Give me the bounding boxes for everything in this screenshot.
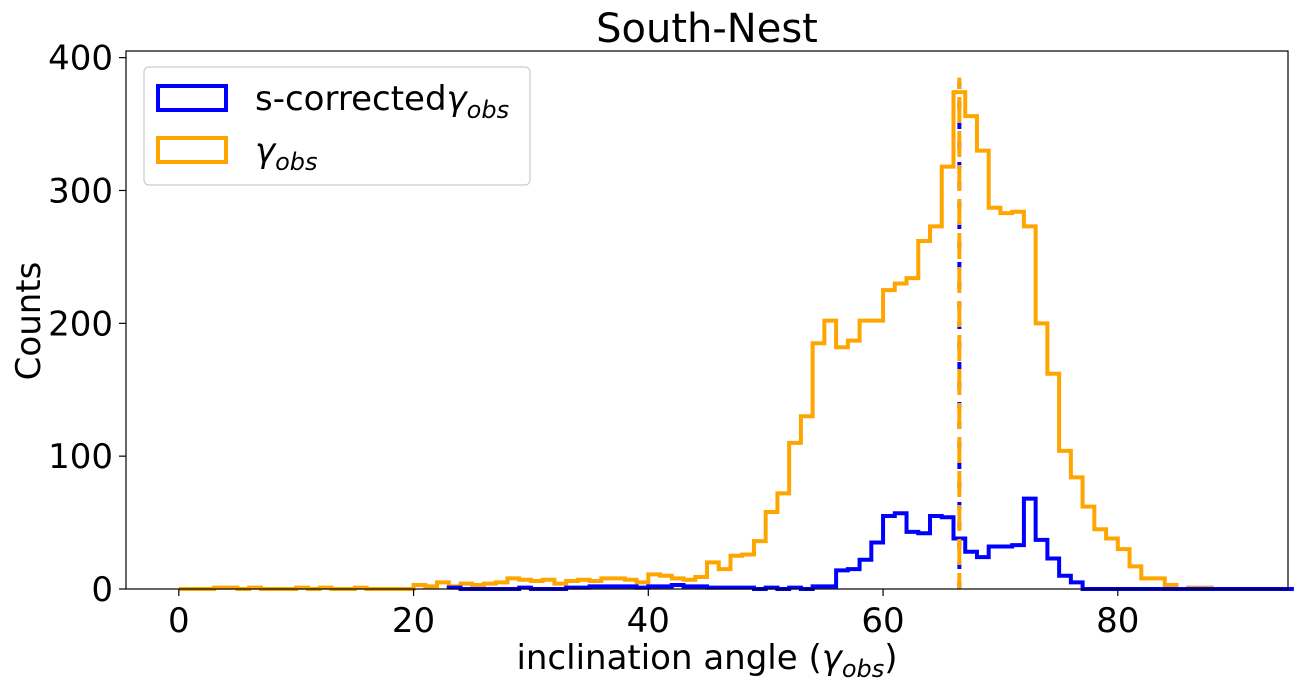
x-tick-label: 0 xyxy=(168,601,190,641)
legend-swatch-s-corrected xyxy=(156,84,228,112)
x-tick-label: 20 xyxy=(392,601,435,641)
histogram-series-0 xyxy=(446,496,1294,591)
x-axis-label-subscript: obs xyxy=(842,655,884,683)
x-axis: 0 20 40 60 80 xyxy=(168,589,1139,641)
x-axis-label-symbol: γ xyxy=(822,638,844,678)
legend-label-s-corrected: s-correctedγobs xyxy=(255,79,509,124)
y-tick-label: 200 xyxy=(48,304,113,344)
x-tick-label: 40 xyxy=(627,601,670,641)
x-tick-label: 80 xyxy=(1096,601,1139,641)
x-tick-label: 60 xyxy=(861,601,904,641)
legend-label-gamma-obs: γobs xyxy=(255,131,318,176)
legend-label-gamma-obs-symbol: γ xyxy=(255,131,277,171)
y-tick-label: 0 xyxy=(91,570,113,610)
legend-label-s-corrected-name: s-corrected xyxy=(255,79,447,119)
y-tick-label: 400 xyxy=(48,39,113,79)
y-tick-label: 100 xyxy=(48,437,113,477)
plot-frame xyxy=(125,50,1289,590)
legend-frame xyxy=(143,66,531,186)
y-tick-label: 300 xyxy=(48,171,113,211)
legend: s-correctedγobs γobs xyxy=(143,66,531,186)
legend-swatch-gamma-obs xyxy=(156,136,228,164)
legend-label-s-corrected-symbol: γ xyxy=(447,79,469,119)
legend-label-gamma-obs-sub: obs xyxy=(275,148,317,176)
x-axis-label-text: inclination angle ( xyxy=(516,638,821,678)
chart-title: South-Nest xyxy=(596,6,818,52)
x-axis-label: inclination angle (γobs) xyxy=(516,638,897,683)
x-axis-label-close: ) xyxy=(884,638,897,678)
y-axis-label: Counts xyxy=(9,262,49,381)
y-axis: 0 100 200 300 400 xyxy=(48,39,126,610)
legend-label-s-corrected-sub: obs xyxy=(467,96,509,124)
